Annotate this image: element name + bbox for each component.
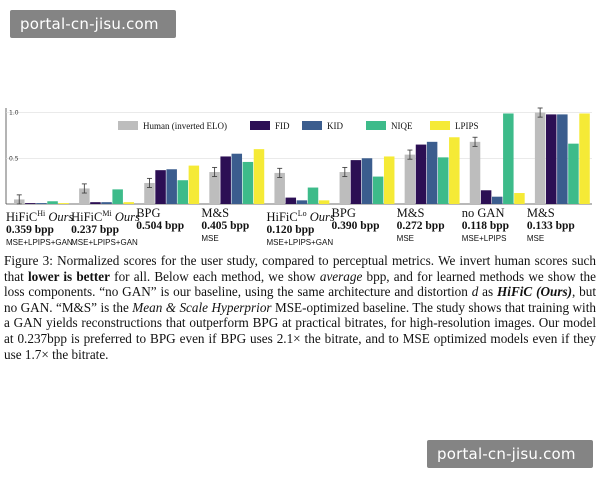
bar-lpips-5 [383, 156, 395, 204]
legend-label: FID [275, 121, 290, 131]
bar-human-inverted-elo--1 [79, 188, 90, 204]
bar-niqe-7 [503, 113, 514, 204]
method-name: HiFiCLo Ours [266, 209, 335, 225]
method-loss: MSE [396, 234, 414, 243]
method-loss: MSE+LPIPS+GAN [6, 238, 73, 248]
method-name: M&S [396, 206, 425, 220]
legend-swatch [250, 121, 270, 130]
bar-lpips-6 [449, 137, 460, 204]
bar-kid-5 [361, 158, 373, 204]
y-tick-labels: 0.5 1.0 [9, 110, 19, 163]
legend-swatch [118, 121, 138, 130]
bar-niqe-5 [372, 176, 384, 204]
bar-lpips-8 [579, 113, 590, 204]
bar-kid-8 [557, 114, 568, 204]
legend-swatch [366, 121, 386, 130]
bar-human-inverted-elo--2 [144, 182, 155, 204]
bar-human-inverted-elo--7 [469, 141, 481, 204]
bars [14, 107, 590, 205]
legend-label: NIQE [391, 121, 413, 131]
legend-swatch [302, 121, 322, 130]
bar-fid-1 [90, 202, 101, 204]
method-bpp: 0.390 bpp [331, 220, 380, 232]
method-loss: MSE+LPIPS+GAN [71, 238, 138, 248]
bar-niqe-0 [47, 201, 58, 204]
bar-fid-4 [285, 197, 297, 204]
bar-lpips-7 [514, 193, 525, 204]
bar-fid-0 [25, 203, 36, 204]
legend-label: KID [327, 121, 343, 131]
method-bpp: 0.120 bpp [266, 224, 315, 237]
bar-niqe-8 [568, 143, 579, 204]
method-label: M&S 0.133 bpp MSE [527, 207, 597, 245]
y-tick-label: 1.0 [9, 110, 19, 117]
bar-kid-0 [36, 203, 47, 204]
method-bpp: 0.133 bpp [526, 220, 575, 232]
method-label: M&S 0.272 bpp MSE [397, 207, 467, 245]
method-label: HiFiCHi Ours 0.359 bpp MSE+LPIPS+GAN [6, 207, 76, 249]
bar-fid-8 [545, 114, 557, 204]
bar-niqe-2 [177, 180, 189, 204]
method-bpp: 0.359 bpp [6, 224, 54, 237]
method-label: no GAN 0.118 bpp MSE+LPIPS [462, 207, 532, 245]
legend-label: Human (inverted ELO) [143, 121, 227, 131]
bar-fid-6 [415, 144, 427, 204]
bar-niqe-1 [112, 189, 123, 204]
legend-label: LPIPS [455, 121, 479, 131]
bar-human-inverted-elo--3 [209, 172, 220, 204]
method-loss: MSE [201, 234, 219, 243]
figure-caption: Figure 3: Normalized scores for the user… [4, 253, 596, 362]
method-name: HiFiCHi Ours [6, 209, 74, 225]
method-bpp: 0.272 bpp [396, 220, 445, 232]
method-bpp: 0.405 bpp [201, 220, 250, 232]
bar-human-inverted-elo--4 [274, 172, 285, 204]
method-name: M&S [526, 206, 555, 220]
bar-lpips-3 [253, 149, 265, 204]
method-name: M&S [201, 206, 230, 220]
bar-fid-2 [155, 170, 166, 204]
bar-lpips-0 [58, 203, 69, 204]
legend: Human (inverted ELO) FID KID NIQE LPIPS [118, 121, 479, 131]
bar-kid-7 [491, 196, 503, 204]
bar-niqe-3 [242, 161, 254, 204]
legend-swatch [430, 121, 450, 130]
watermark-top: portal-cn-jisu.com [10, 10, 176, 38]
method-loss [332, 233, 402, 245]
bar-niqe-4 [307, 187, 319, 204]
method-loss: MSE [526, 234, 545, 243]
bar-kid-2 [166, 169, 177, 204]
method-name: no GAN [461, 206, 505, 220]
method-bpp: 0.504 bpp [136, 220, 185, 232]
bar-kid-4 [296, 200, 308, 204]
bar-human-inverted-elo--8 [534, 112, 546, 204]
bar-human-inverted-elo--5 [339, 172, 351, 204]
bar-fid-7 [480, 190, 492, 204]
method-label: BPG 0.504 bpp [136, 207, 206, 245]
bar-kid-6 [426, 141, 438, 204]
bar-niqe-6 [437, 157, 449, 204]
bar-kid-1 [101, 202, 112, 204]
method-label: HiFiCMi Ours 0.237 bpp MSE+LPIPS+GAN [71, 207, 141, 249]
bar-kid-3 [231, 153, 243, 204]
method-label: HiFiCLo Ours 0.120 bpp MSE+LPIPS+GAN [266, 207, 336, 249]
method-bpp: 0.237 bpp [71, 224, 120, 237]
method-name: BPG [136, 206, 161, 220]
bar-fid-5 [350, 160, 362, 204]
method-loss: MSE+LPIPS [461, 234, 507, 243]
method-name: BPG [331, 206, 356, 220]
method-bpp: 0.118 bpp [461, 220, 510, 232]
method-label: BPG 0.390 bpp [332, 207, 402, 245]
method-loss [136, 233, 206, 245]
grouped-bar-chart: 0.5 1.0 Human (inverted ELO) FID KID NIQE LPI… [5, 107, 592, 205]
bar-lpips-2 [188, 165, 200, 204]
watermark-bottom: portal-cn-jisu.com [427, 440, 593, 468]
bar-fid-3 [220, 156, 231, 204]
method-label: M&S 0.405 bpp MSE [201, 207, 271, 245]
method-loss: MSE+LPIPS+GAN [266, 238, 334, 248]
bar-human-inverted-elo--6 [404, 154, 416, 204]
bar-lpips-1 [123, 202, 135, 204]
bar-lpips-4 [318, 200, 330, 204]
method-name: HiFiCMi Ours [71, 209, 140, 225]
y-tick-label: 0.5 [9, 155, 19, 162]
